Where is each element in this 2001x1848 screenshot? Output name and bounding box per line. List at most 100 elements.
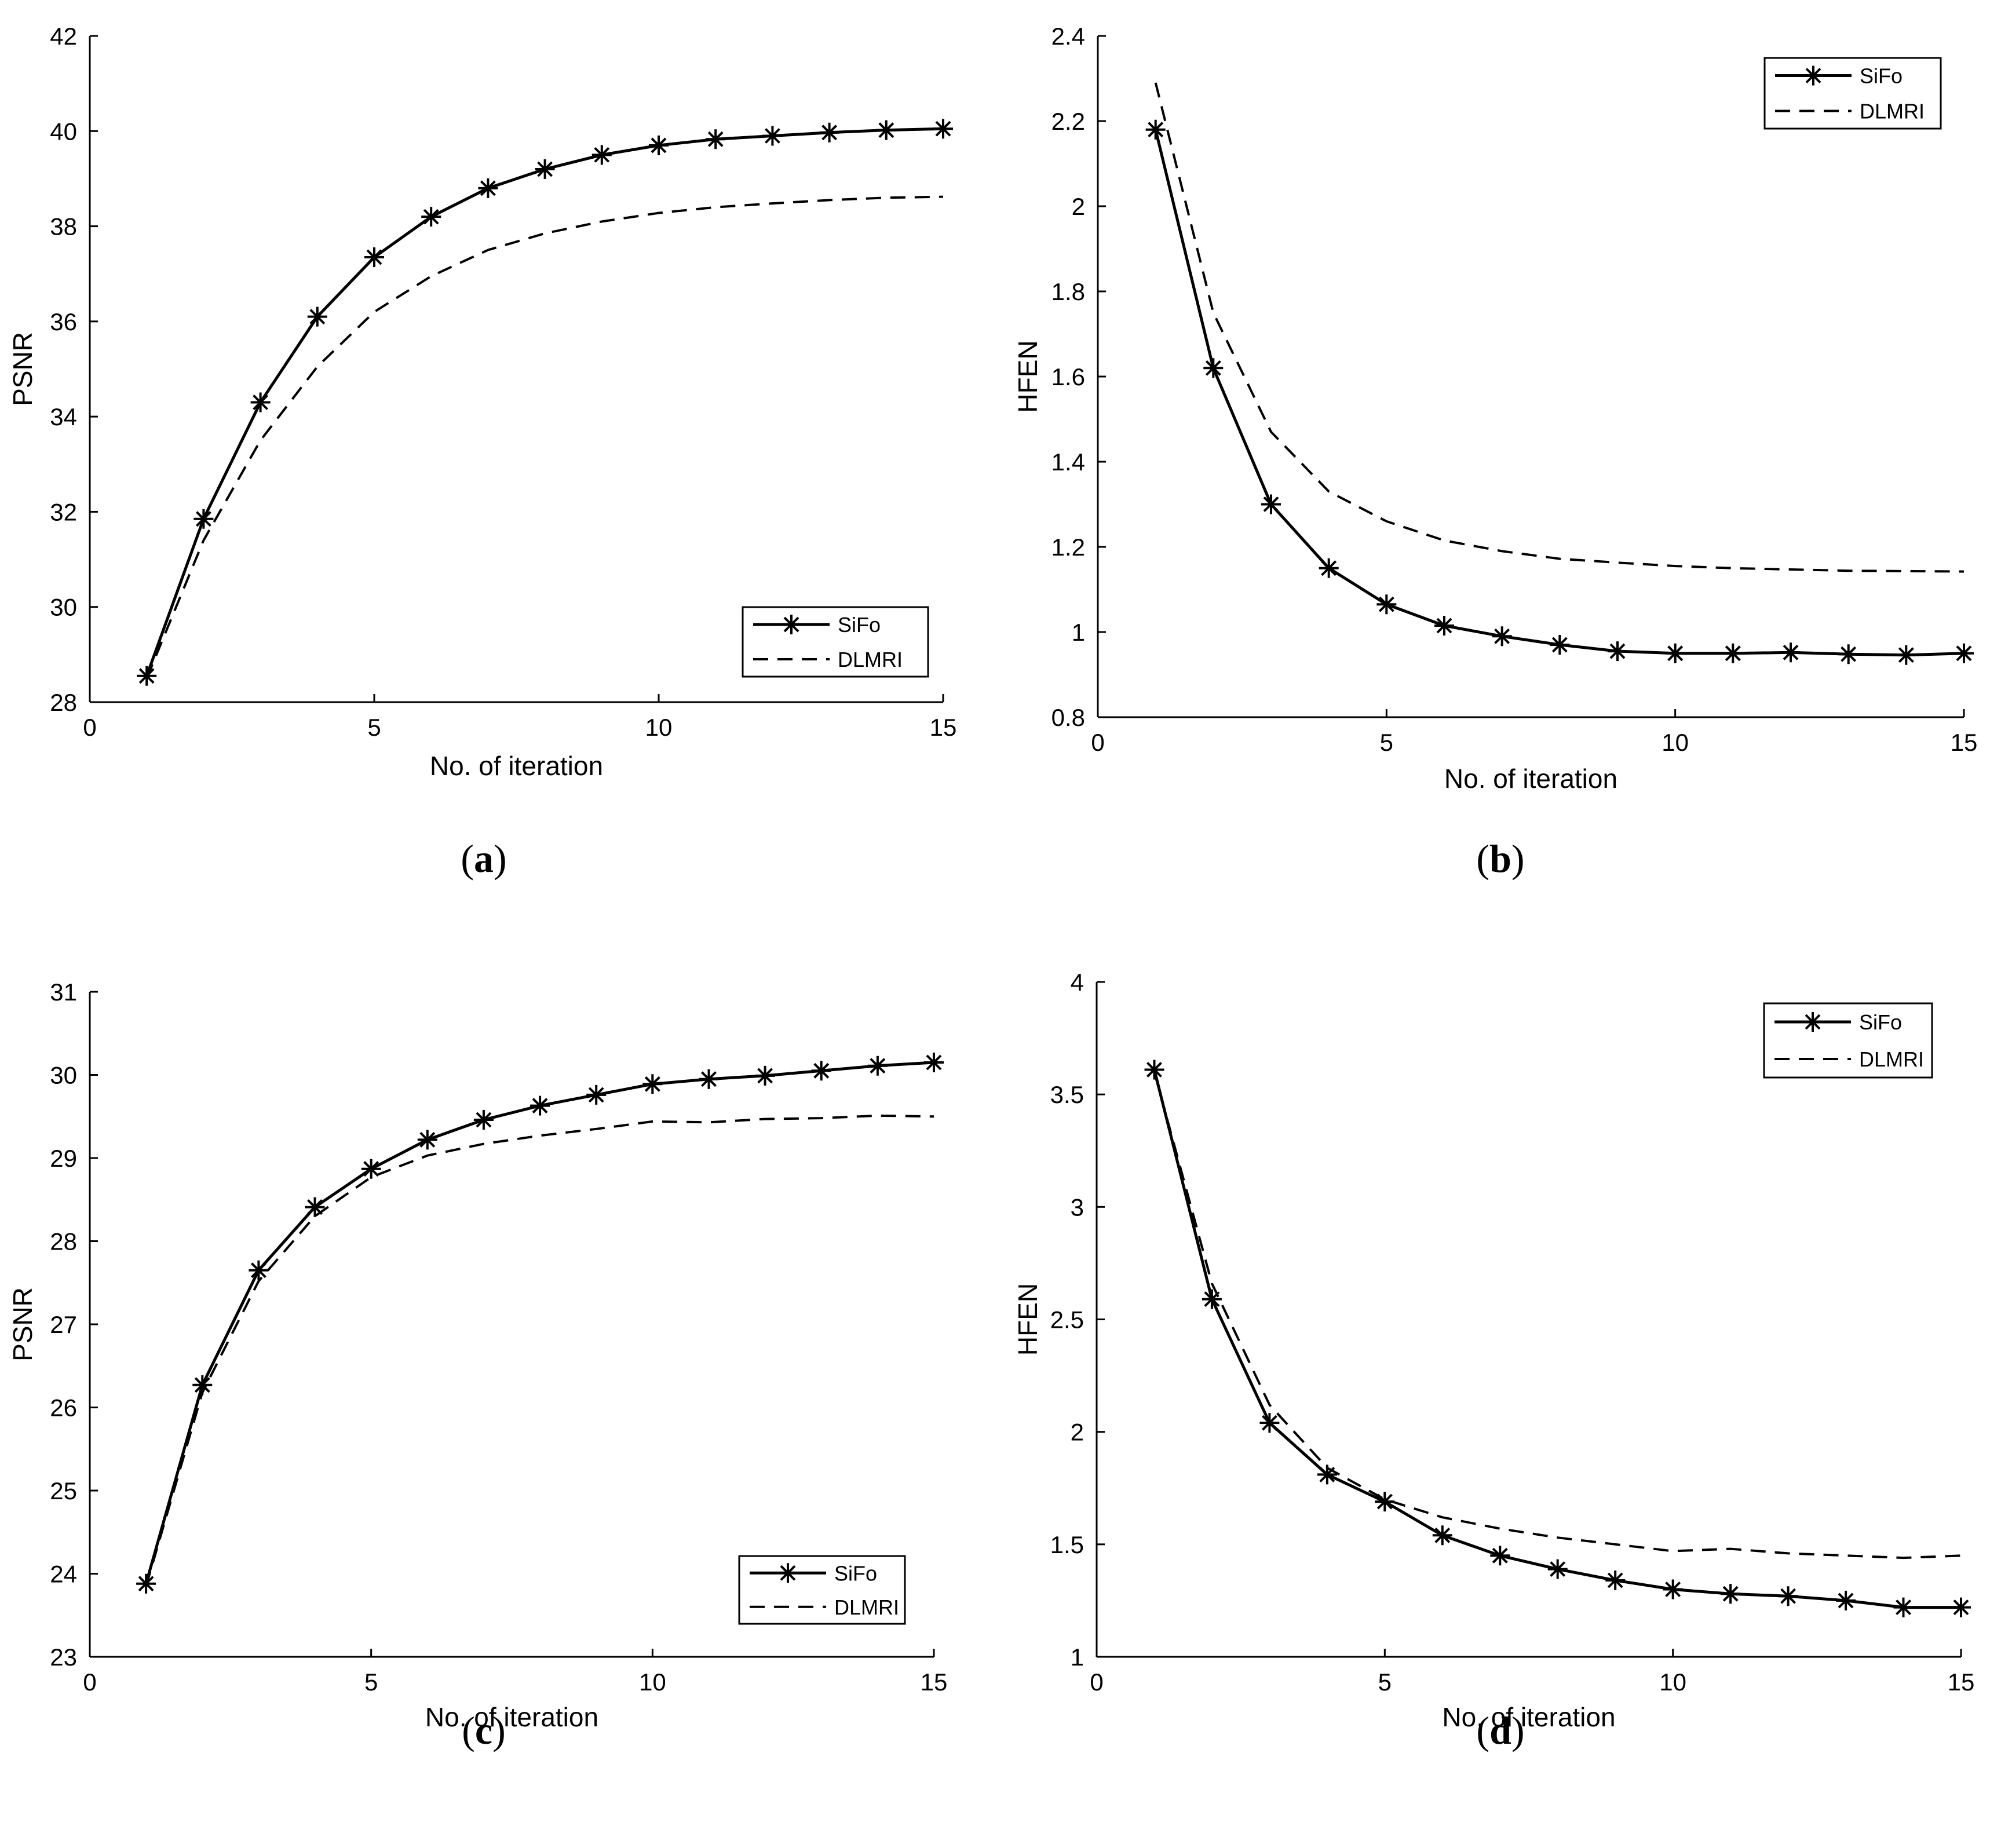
x-tick-label: 10 xyxy=(1659,1668,1686,1696)
y-tick-label: 40 xyxy=(50,118,77,145)
data-point-sifo xyxy=(421,207,441,227)
data-point-sifo xyxy=(478,178,498,198)
y-tick-label: 28 xyxy=(50,1228,77,1255)
y-tick-label: 1.6 xyxy=(1051,363,1085,390)
data-point-sifo xyxy=(1434,616,1454,636)
data-point-sifo xyxy=(1954,643,1974,663)
x-tick-label: 15 xyxy=(1951,729,1978,756)
data-point-sifo xyxy=(876,120,896,140)
data-point-sifo xyxy=(1893,1597,1914,1617)
data-point-sifo xyxy=(811,1061,831,1081)
y-tick-label: 2 xyxy=(1072,193,1085,220)
x-tick-label: 0 xyxy=(83,714,96,741)
legend-label-sifo: SiFo xyxy=(1860,64,1903,88)
legend-label-dlmri: DLMRI xyxy=(1859,1047,1924,1071)
legend-label-dlmri: DLMRI xyxy=(1860,100,1925,123)
legend-marker-sifo xyxy=(1803,65,1823,86)
data-point-sifo xyxy=(1259,1413,1280,1433)
panel-b: 0 5 10 15 0.8 1 1.2 1.4 1.6 1.8 2 2.2 2.4 No. of iter… xyxy=(1013,23,1977,881)
x-tick-label: 5 xyxy=(364,1668,378,1696)
series-line-dlmri xyxy=(1153,1071,1962,1560)
y-tick-label: 42 xyxy=(50,23,77,50)
data-point-sifo xyxy=(364,247,384,267)
panel-caption: (d) xyxy=(1476,1708,1524,1752)
y-tick-label: 26 xyxy=(50,1394,77,1422)
data-point-sifo xyxy=(762,126,783,146)
legend-marker-sifo xyxy=(778,1563,798,1583)
legend-box xyxy=(742,606,929,678)
x-axis-title: No. of iteration xyxy=(425,1702,598,1732)
legend-label-dlmri: DLMRI xyxy=(834,1595,899,1619)
panel-caption: (b) xyxy=(1476,837,1524,881)
y-tick-label: 1 xyxy=(1072,619,1085,646)
y-tick-label: 30 xyxy=(50,1062,77,1089)
data-point-sifo xyxy=(361,1159,381,1179)
data-point-sifo xyxy=(1608,641,1627,662)
data-point-sifo xyxy=(1663,1579,1683,1599)
y-tick-label: 4 xyxy=(1071,969,1084,996)
legend-marker-sifo xyxy=(1803,1012,1823,1032)
data-point-sifo xyxy=(819,122,839,143)
data-point-sifo xyxy=(1432,1525,1452,1546)
y-tick-label: 27 xyxy=(50,1311,77,1338)
data-point-sifo xyxy=(1781,642,1801,663)
data-point-sifo xyxy=(1144,1060,1164,1080)
data-point-sifo xyxy=(924,1053,944,1072)
data-point-sifo xyxy=(699,1069,719,1089)
data-point-sifo xyxy=(1145,119,1166,140)
data-point-sifo xyxy=(642,1074,663,1094)
x-axis-title: No. of iteration xyxy=(430,751,603,781)
y-tick-label: 36 xyxy=(50,308,77,335)
data-point-sifo xyxy=(1490,1546,1510,1566)
data-point-sifo xyxy=(417,1130,437,1150)
data-point-sifo xyxy=(1723,643,1743,663)
data-point-sifo xyxy=(1665,643,1685,663)
y-tick-label: 23 xyxy=(50,1644,77,1671)
x-tick-label: 5 xyxy=(1380,729,1393,756)
legend: SiFo DLMRI xyxy=(1763,1002,1933,1079)
legend: SiFo DLMRI xyxy=(738,1555,906,1625)
data-point-sifo xyxy=(649,135,669,155)
data-point-sifo xyxy=(1375,1492,1395,1512)
data-point-sifo xyxy=(1836,1590,1856,1610)
y-tick-label: 2 xyxy=(1071,1419,1084,1446)
x-tick-label: 5 xyxy=(1378,1668,1392,1696)
y-axis-title: HFEN xyxy=(1013,340,1043,412)
y-tick-label: 25 xyxy=(50,1477,77,1504)
y-tick-label: 30 xyxy=(50,594,77,621)
data-point-sifo xyxy=(591,145,612,165)
panel-c: 0 5 10 15 23 24 25 26 27 28 29 30 31 No. of iteration… xyxy=(8,978,947,1752)
y-axis-title: PSNR xyxy=(8,1287,38,1361)
data-point-sifo xyxy=(250,392,271,412)
panel-caption: (a) xyxy=(461,837,506,881)
data-point-sifo xyxy=(755,1065,775,1086)
y-tick-label: 24 xyxy=(50,1561,77,1588)
y-tick-label: 29 xyxy=(50,1145,77,1172)
x-tick-label: 15 xyxy=(1948,1668,1975,1696)
data-point-sifo xyxy=(193,509,214,529)
legend-label-sifo: SiFo xyxy=(838,613,881,637)
x-tick-label: 0 xyxy=(1090,1668,1103,1696)
series-line-sifo xyxy=(144,1061,934,1584)
data-point-sifo xyxy=(1550,635,1570,655)
data-point-sifo xyxy=(1838,644,1858,664)
data-point-sifo xyxy=(530,1095,550,1116)
data-point-sifo xyxy=(1319,558,1339,578)
series-line-sifo xyxy=(1154,129,1965,657)
y-tick-label: 1.8 xyxy=(1051,278,1085,305)
x-axis-title: No. of iteration xyxy=(1444,764,1617,794)
y-tick-label: 2.2 xyxy=(1051,108,1085,135)
y-tick-label: 38 xyxy=(50,213,77,240)
legend-box xyxy=(1763,57,1942,130)
x-tick-label: 0 xyxy=(83,1668,96,1696)
y-tick-label: 31 xyxy=(50,978,77,1006)
y-tick-label: 0.8 xyxy=(1051,704,1085,731)
legend-label-sifo: SiFo xyxy=(834,1561,877,1585)
panel-caption: (c) xyxy=(462,1708,506,1752)
data-point-sifo xyxy=(1261,494,1281,514)
data-point-sifo xyxy=(1778,1586,1798,1606)
y-tick-label: 1.2 xyxy=(1051,534,1085,561)
legend: SiFo DLMRI xyxy=(742,606,929,678)
data-point-sifo xyxy=(1547,1559,1568,1579)
